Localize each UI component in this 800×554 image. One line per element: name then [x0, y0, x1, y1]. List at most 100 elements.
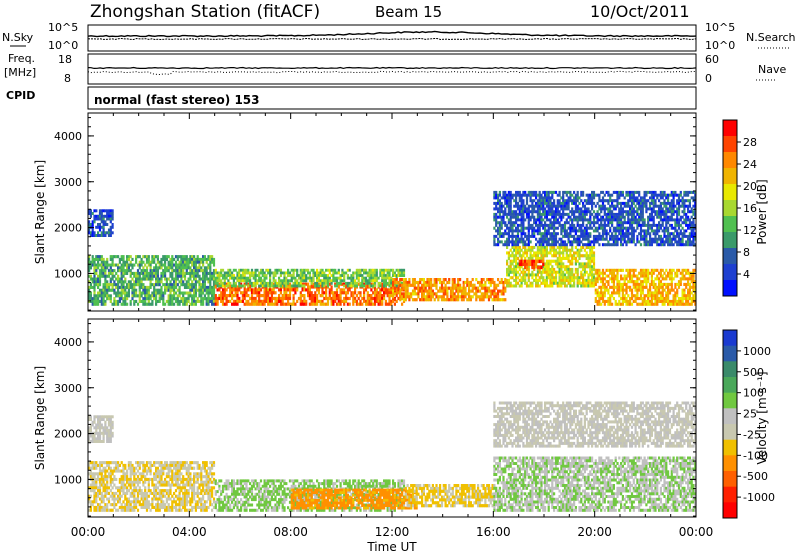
heatmap-cell [522, 243, 525, 247]
heatmap-cell [647, 229, 650, 233]
heatmap-cell [576, 243, 579, 247]
heatmap-cell [283, 279, 286, 283]
heatmap-cell [529, 218, 532, 222]
heatmap-cell [346, 274, 349, 277]
heatmap-cell [118, 280, 121, 284]
heatmap-cell [225, 282, 228, 286]
heatmap-cell [392, 295, 395, 299]
heatmap-cell [504, 240, 507, 244]
heatmap-cell [211, 297, 214, 301]
heatmap-cell [493, 292, 496, 296]
heatmap-cell [373, 291, 377, 295]
heatmap-cell [585, 201, 588, 205]
heatmap-cell [178, 302, 181, 306]
heatmap-cell [421, 298, 424, 302]
heatmap-cell [641, 280, 644, 284]
heatmap-cell [553, 245, 556, 249]
heatmap-cell [625, 240, 628, 244]
heatmap-cell [627, 237, 630, 241]
heatmap-cell [164, 285, 167, 289]
heatmap-cell [392, 274, 395, 277]
heatmap-cell [527, 237, 530, 241]
heatmap-cell [538, 243, 541, 247]
heatmap-cell [603, 226, 606, 230]
heatmap-cell [500, 280, 503, 285]
heatmap-cell [162, 255, 165, 259]
heatmap-cell [536, 251, 539, 255]
heatmap-cell [325, 281, 328, 285]
heatmap-cell [536, 259, 539, 264]
heatmap-cell [569, 229, 572, 233]
heatmap-cell [102, 285, 105, 289]
heatmap-cell [223, 276, 226, 280]
heatmap-cell [469, 283, 472, 287]
heatmap-cell [106, 223, 109, 226]
heatmap-cell [515, 243, 518, 247]
heatmap-cell [390, 291, 393, 295]
heatmap-cell [372, 284, 375, 288]
heatmap-cell [124, 297, 127, 301]
heatmap-cell [538, 223, 541, 227]
heatmap-cell [630, 240, 634, 244]
heatmap-cell [156, 299, 159, 303]
heatmap-cell [567, 232, 570, 236]
heatmap-cell [370, 274, 373, 277]
heatmap-cell [444, 292, 447, 296]
heatmap-cell [516, 229, 520, 233]
heatmap-cell [89, 277, 92, 281]
heatmap-cell [422, 295, 425, 299]
heatmap-cell [632, 207, 635, 211]
heatmap-cell [524, 218, 527, 222]
heatmap-cell [366, 285, 369, 289]
heatmap-cell [221, 274, 225, 277]
heatmap-cell [307, 271, 310, 275]
heatmap-cell [207, 263, 210, 267]
heatmap-cell [109, 294, 112, 298]
heatmap-cell [498, 234, 501, 238]
heatmap-cell [545, 215, 548, 219]
heatmap-cell [254, 288, 257, 292]
heatmap-cell [93, 263, 96, 267]
heatmap-cell [216, 279, 219, 283]
heatmap-cell [636, 240, 639, 244]
heatmap-cell [392, 278, 395, 282]
heatmap-cell [449, 292, 453, 296]
heatmap-cell [118, 269, 121, 273]
heatmap-cell [390, 281, 393, 285]
heatmap-cell [498, 289, 501, 293]
heatmap-cell [536, 281, 539, 285]
heatmap-cell [439, 289, 442, 293]
heatmap-cell [562, 204, 565, 208]
heatmap-cell [335, 302, 339, 306]
heatmap-cell [142, 299, 145, 303]
heatmap-cell [688, 285, 691, 289]
heatmap-cell [573, 229, 576, 233]
heatmap-cell [493, 298, 496, 302]
heatmap-cell [238, 296, 241, 301]
heatmap-cell [582, 281, 585, 285]
heatmap-cell [88, 280, 91, 284]
heatmap-cell [567, 196, 570, 200]
heatmap-cell [386, 276, 389, 280]
heatmap-cell [274, 296, 277, 301]
heatmap-cell [659, 240, 662, 244]
heatmap-cell [301, 274, 304, 277]
heatmap-cell [549, 218, 552, 222]
heatmap-cell [355, 268, 358, 272]
heatmap-cell [305, 282, 308, 286]
heatmap-cell [430, 286, 433, 290]
heatmap-cell [527, 193, 530, 197]
heatmap-cell [681, 294, 684, 298]
heatmap-cell [100, 209, 103, 213]
heatmap-cell [502, 243, 505, 247]
heatmap-cell [459, 283, 462, 287]
heatmap-cell [659, 218, 662, 222]
heatmap-cell [381, 285, 384, 289]
heatmap-cell [634, 288, 637, 292]
heatmap-cell [674, 282, 677, 286]
heatmap-cell [189, 257, 192, 261]
heatmap-cell [553, 215, 556, 219]
heatmap-cell [504, 193, 507, 197]
heatmap-cell [620, 229, 623, 233]
heatmap-cell [312, 271, 315, 275]
